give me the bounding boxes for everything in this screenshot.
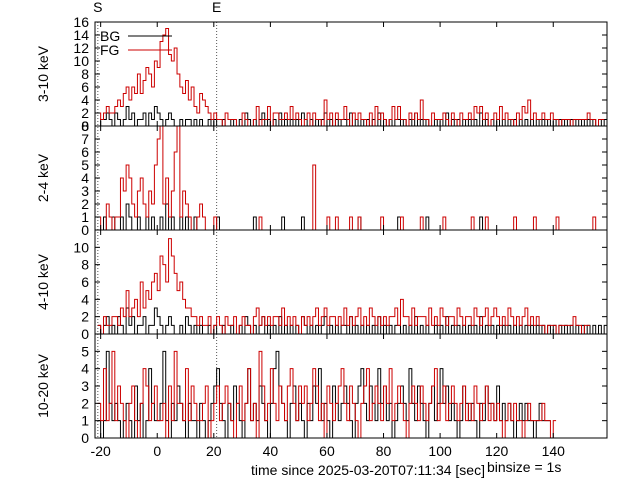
ytick-label-0-14: 14: [73, 27, 89, 43]
ytick-label-1-0: 0: [81, 222, 89, 238]
marker-label-s: S: [93, 0, 102, 15]
xtick-label-0: 0: [153, 443, 161, 459]
ytick-label-3-3: 3: [81, 378, 89, 394]
ytick-label-1-4: 4: [81, 170, 89, 186]
ytick-label-3-4: 4: [81, 361, 89, 377]
series-fg-0: [97, 28, 605, 126]
ytick-label-2-0: 0: [81, 326, 89, 342]
y-axis-label-2: 4-10 keV: [35, 253, 51, 310]
ytick-label-0-4: 4: [81, 92, 89, 108]
ytick-label-0-10: 10: [73, 53, 89, 69]
ytick-label-1-2: 2: [81, 196, 89, 212]
ytick-label-1-8: 8: [81, 118, 89, 134]
series-fg-3: [97, 350, 557, 438]
ytick-label-1-3: 3: [81, 183, 89, 199]
ytick-label-0-6: 6: [81, 79, 89, 95]
xtick-label--20: -20: [91, 443, 111, 459]
y-axis-label-0: 3-10 keV: [35, 45, 51, 102]
ytick-label-0-8: 8: [81, 66, 89, 82]
xtick-label-60: 60: [319, 443, 335, 459]
xtick-label-100: 100: [428, 443, 452, 459]
series-fg-2: [97, 238, 591, 334]
marker-label-e: E: [212, 0, 221, 15]
y-axis-label-1: 2-4 keV: [35, 153, 51, 202]
xtick-label-20: 20: [206, 443, 222, 459]
ytick-label-1-7: 7: [81, 131, 89, 147]
ytick-label-1-5: 5: [81, 157, 89, 173]
ytick-label-2-6: 6: [81, 274, 89, 290]
ytick-label-2-10: 10: [73, 239, 89, 255]
ytick-label-2-2: 2: [81, 309, 89, 325]
xtick-label-140: 140: [542, 443, 566, 459]
x-axis: -20 0 20 40 60 80 100 120 140: [91, 443, 566, 459]
legend-label-bg: BG: [100, 28, 120, 44]
ytick-label-1-6: 6: [81, 144, 89, 160]
ytick-label-2-8: 8: [81, 257, 89, 273]
ytick-label-0-12: 12: [73, 40, 89, 56]
x-axis-label: time since 2025-03-20T07:11:34 [sec]: [251, 462, 485, 478]
ytick-label-0-16: 16: [73, 14, 89, 30]
ytick-label-2-4: 4: [81, 291, 89, 307]
series-fg-1: [97, 126, 602, 230]
xtick-label-120: 120: [485, 443, 509, 459]
ytick-label-0-0: 0: [81, 118, 89, 134]
y-axis-label-3: 10-20 keV: [35, 353, 51, 417]
series-bg-2: [97, 307, 607, 334]
ytick-label-3-2: 2: [81, 395, 89, 411]
ytick-label-3-5: 5: [81, 343, 89, 359]
ytick-label-1-1: 1: [81, 209, 89, 225]
ytick-label-0-2: 2: [81, 105, 89, 121]
panel-3: 01 234 5 10-20 keV: [35, 333, 608, 446]
binsize-label: binsize = 1s: [487, 459, 561, 475]
xtick-label-40: 40: [263, 443, 279, 459]
panel-2: 02 468 10 4-10 keV: [35, 229, 608, 342]
ytick-label-3-1: 1: [81, 413, 89, 429]
legend-label-fg: FG: [100, 42, 119, 58]
xtick-label-80: 80: [376, 443, 392, 459]
ytick-label-3-0: 0: [81, 430, 89, 446]
